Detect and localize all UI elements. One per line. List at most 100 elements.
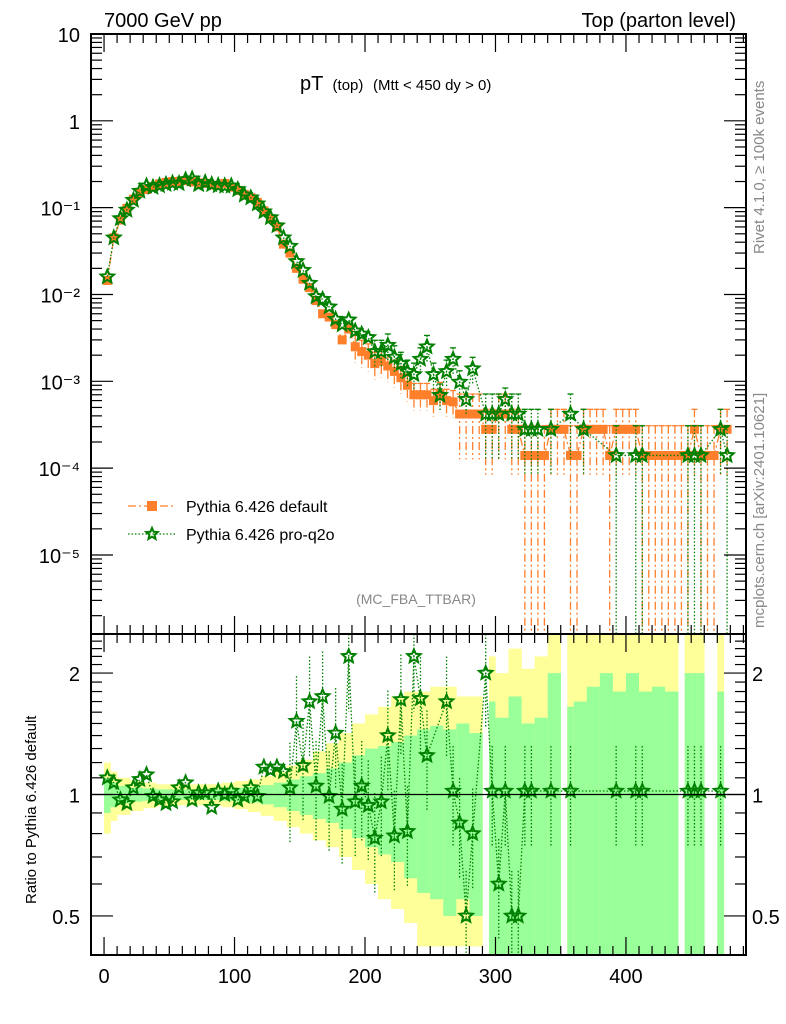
data-point-star [437, 361, 456, 380]
band-inner [430, 725, 444, 900]
ratio-point-star [261, 760, 280, 778]
data-point-square [337, 335, 347, 345]
ratio-y-tick-label: 0.5 [52, 907, 80, 929]
ratio-point-star [124, 777, 143, 796]
data-point-star [424, 364, 443, 383]
data-point-star [261, 207, 280, 226]
analysis-label: (MC_FBA_TTBAR) [356, 591, 476, 607]
ratio-point-star [411, 688, 430, 707]
plot-title-sub2: (Mtt < 450 dy > 0) [373, 77, 491, 94]
data-point-square [350, 342, 360, 352]
data-point-square [552, 424, 562, 434]
data-point-square [709, 450, 719, 460]
data-point-square [415, 390, 425, 400]
data-point-square [605, 450, 615, 460]
rivet-label: Rivet 4.1.0, ≥ 100k events [751, 81, 768, 254]
data-point-square [663, 450, 673, 460]
data-point-square [422, 390, 432, 400]
ratio-point-star [293, 755, 313, 774]
x-tick-label: 400 [609, 966, 642, 988]
band-inner [456, 723, 470, 900]
data-point-square [318, 309, 328, 319]
y-tick-label: 10 [58, 25, 80, 47]
ratio-point-star [215, 784, 234, 803]
data-point-star [287, 251, 306, 270]
data-point-square [298, 274, 308, 284]
data-point-square [128, 194, 138, 204]
band-inner [299, 776, 314, 815]
band-inner [469, 733, 483, 916]
band-inner [665, 691, 679, 955]
data-point-star [378, 335, 397, 354]
ratio-point-star [117, 793, 136, 812]
data-point-square [429, 396, 439, 406]
band-inner [639, 691, 653, 955]
data-point-square [650, 450, 660, 460]
ratio-point-star [195, 783, 215, 801]
main-plot-frame [90, 33, 747, 635]
data-point-square [435, 389, 445, 399]
y-tick-label: 10⁻¹ [41, 199, 81, 221]
ratio-point-star [287, 711, 306, 729]
band-inner [625, 673, 640, 955]
series-line-pro-q2o [106, 178, 728, 457]
y-tick-label: 10⁻² [41, 285, 81, 307]
data-point-star [300, 273, 319, 291]
data-point-star [457, 389, 476, 408]
data-point-square [135, 188, 145, 198]
data-point-square [455, 409, 465, 419]
data-point-star [443, 349, 463, 367]
band-inner [691, 673, 699, 955]
band-inner [443, 729, 457, 916]
data-point-star [150, 175, 169, 194]
data-point-square [474, 409, 484, 419]
band-inner [586, 686, 601, 955]
band-inner [652, 686, 666, 955]
legend-marker-star [143, 525, 161, 542]
data-point-star [404, 364, 424, 383]
ratio-point-star [156, 793, 176, 812]
data-point-star [717, 445, 737, 464]
data-point-star [320, 297, 339, 315]
data-point-square [331, 320, 341, 330]
data-point-star [104, 228, 124, 246]
legend-marker-square [147, 501, 157, 511]
band-inner [547, 673, 562, 955]
band-inner [599, 673, 614, 955]
ratio-point-star [241, 777, 261, 796]
data-point-square [305, 283, 315, 293]
data-point-square [572, 450, 582, 460]
data-point-star [293, 260, 313, 279]
data-point-square [409, 390, 419, 400]
x-tick-label: 100 [218, 966, 251, 988]
ratio-point-star [359, 795, 378, 814]
data-point-star [111, 208, 130, 227]
data-point-square [448, 397, 458, 407]
data-point-star [124, 190, 143, 208]
data-point-star [313, 289, 332, 308]
ratio-point-star [104, 772, 124, 791]
band-inner [508, 696, 522, 955]
ratio-point-star [463, 824, 482, 842]
data-point-square [233, 185, 243, 195]
y-tick-label: 10⁻³ [41, 372, 81, 394]
ratio-point-star [476, 663, 495, 681]
data-point-square [442, 396, 452, 406]
data-point-star [156, 174, 176, 192]
data-point-star [561, 404, 580, 422]
data-point-star [606, 445, 626, 464]
band-inner [697, 673, 705, 955]
data-point-square [468, 409, 478, 419]
data-point-square [546, 424, 556, 434]
band-inner [573, 701, 588, 955]
data-point-star [430, 385, 450, 404]
data-point-star [574, 419, 593, 438]
band-inner [365, 748, 379, 848]
data-point-star [450, 372, 469, 390]
data-point-star [274, 228, 293, 246]
ratio-point-star [137, 764, 156, 783]
ratio-y-tick-label-right: 2 [752, 664, 763, 686]
data-point-star [463, 358, 482, 377]
data-point-square [461, 409, 471, 419]
